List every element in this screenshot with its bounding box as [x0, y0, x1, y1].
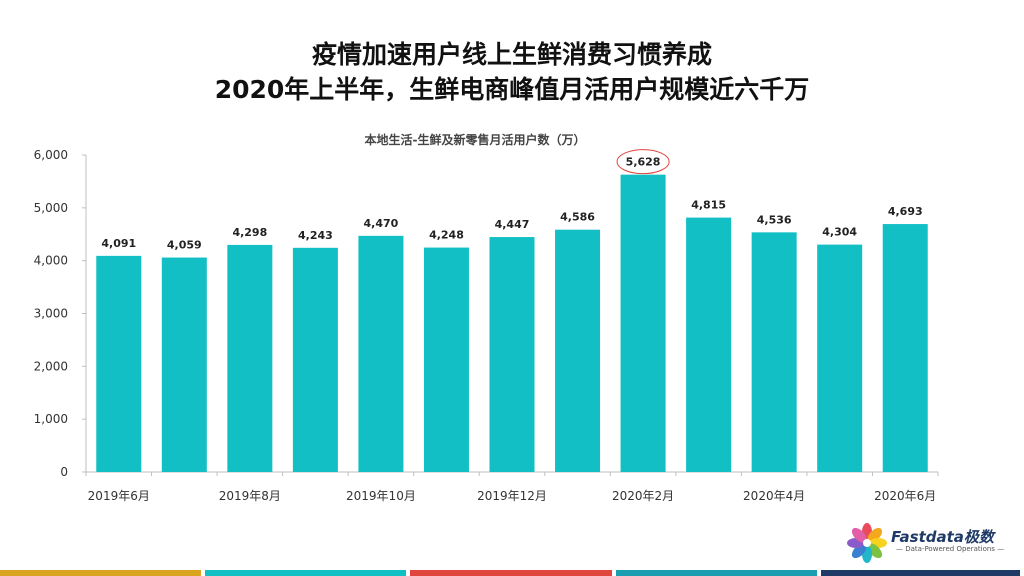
slide-title-line2: 2020年上半年，生鲜电商峰值月活用户规模近六千万: [214, 75, 810, 104]
y-tick-label: 6,000: [34, 148, 68, 162]
bar: [96, 255, 142, 472]
bottom-bar-segment: [615, 570, 817, 576]
logo-center: [863, 539, 871, 547]
bar: [817, 244, 863, 472]
logo-tagline: — Data-Powered Operations —: [896, 545, 1005, 553]
bar-value-label: 4,091: [101, 237, 136, 250]
bar: [489, 237, 535, 472]
y-tick-label: 4,000: [34, 254, 68, 268]
bar-value-label: 4,304: [822, 226, 857, 239]
bar: [555, 229, 601, 472]
bar: [292, 247, 338, 472]
y-tick-label: 0: [60, 465, 68, 479]
chart-title: 本地生活-生鲜及新零售月活用户数（万）: [365, 132, 586, 147]
logo-petal: [851, 543, 867, 559]
bar-value-label: 4,815: [691, 199, 726, 212]
bottom-bar-segment: [0, 570, 202, 576]
bar-value-label: 5,628: [626, 156, 661, 169]
bar-value-label: 4,059: [167, 239, 202, 252]
x-tick-label: 2020年6月: [874, 489, 936, 503]
slide-title-line1: 疫情加速用户线上生鲜消费习惯养成: [311, 40, 712, 69]
y-tick-label: 1,000: [34, 412, 68, 426]
logo-petal: [851, 527, 867, 543]
bottom-bar-segment: [820, 570, 1021, 576]
bar-value-label: 4,470: [364, 217, 399, 230]
bar-value-label: 4,243: [298, 229, 333, 242]
bar: [882, 224, 928, 472]
logo-petal: [867, 543, 883, 559]
bar-value-label: 4,298: [232, 226, 267, 239]
bottom-color-bar: [0, 570, 1024, 576]
logo-flower-icon: [847, 523, 887, 563]
bar: [227, 244, 273, 472]
bar: [751, 232, 797, 472]
x-tick-label: 2020年2月: [612, 489, 674, 503]
x-tick-label: 2019年12月: [477, 489, 547, 503]
peak-highlight-circle: [616, 149, 670, 175]
x-tick-label: 2020年4月: [743, 489, 805, 503]
y-tick-label: 5,000: [34, 201, 68, 215]
bar: [358, 235, 404, 472]
bar: [161, 257, 207, 472]
x-tick-label: 2019年10月: [346, 489, 416, 503]
bottom-bar-segment: [410, 570, 612, 576]
bar: [620, 174, 666, 473]
bar-value-label: 4,693: [888, 205, 923, 218]
x-tick-label: 2019年8月: [219, 489, 281, 503]
bar-value-label: 4,447: [495, 218, 530, 231]
logo-text: Fastdata极数: [891, 528, 994, 546]
bar-value-label: 4,586: [560, 211, 595, 224]
y-tick-label: 3,000: [34, 307, 68, 321]
bar: [686, 217, 732, 472]
logo-petal: [867, 527, 883, 543]
fastdata-logo: Fastdata极数 — Data-Powered Operations —: [846, 520, 1006, 566]
bar-value-label: 4,248: [429, 229, 464, 242]
bar-value-label: 4,536: [757, 213, 792, 226]
bottom-bar-segment: [205, 570, 407, 576]
bar: [423, 247, 469, 472]
y-tick-label: 2,000: [34, 359, 68, 373]
x-tick-label: 2019年6月: [88, 489, 150, 503]
